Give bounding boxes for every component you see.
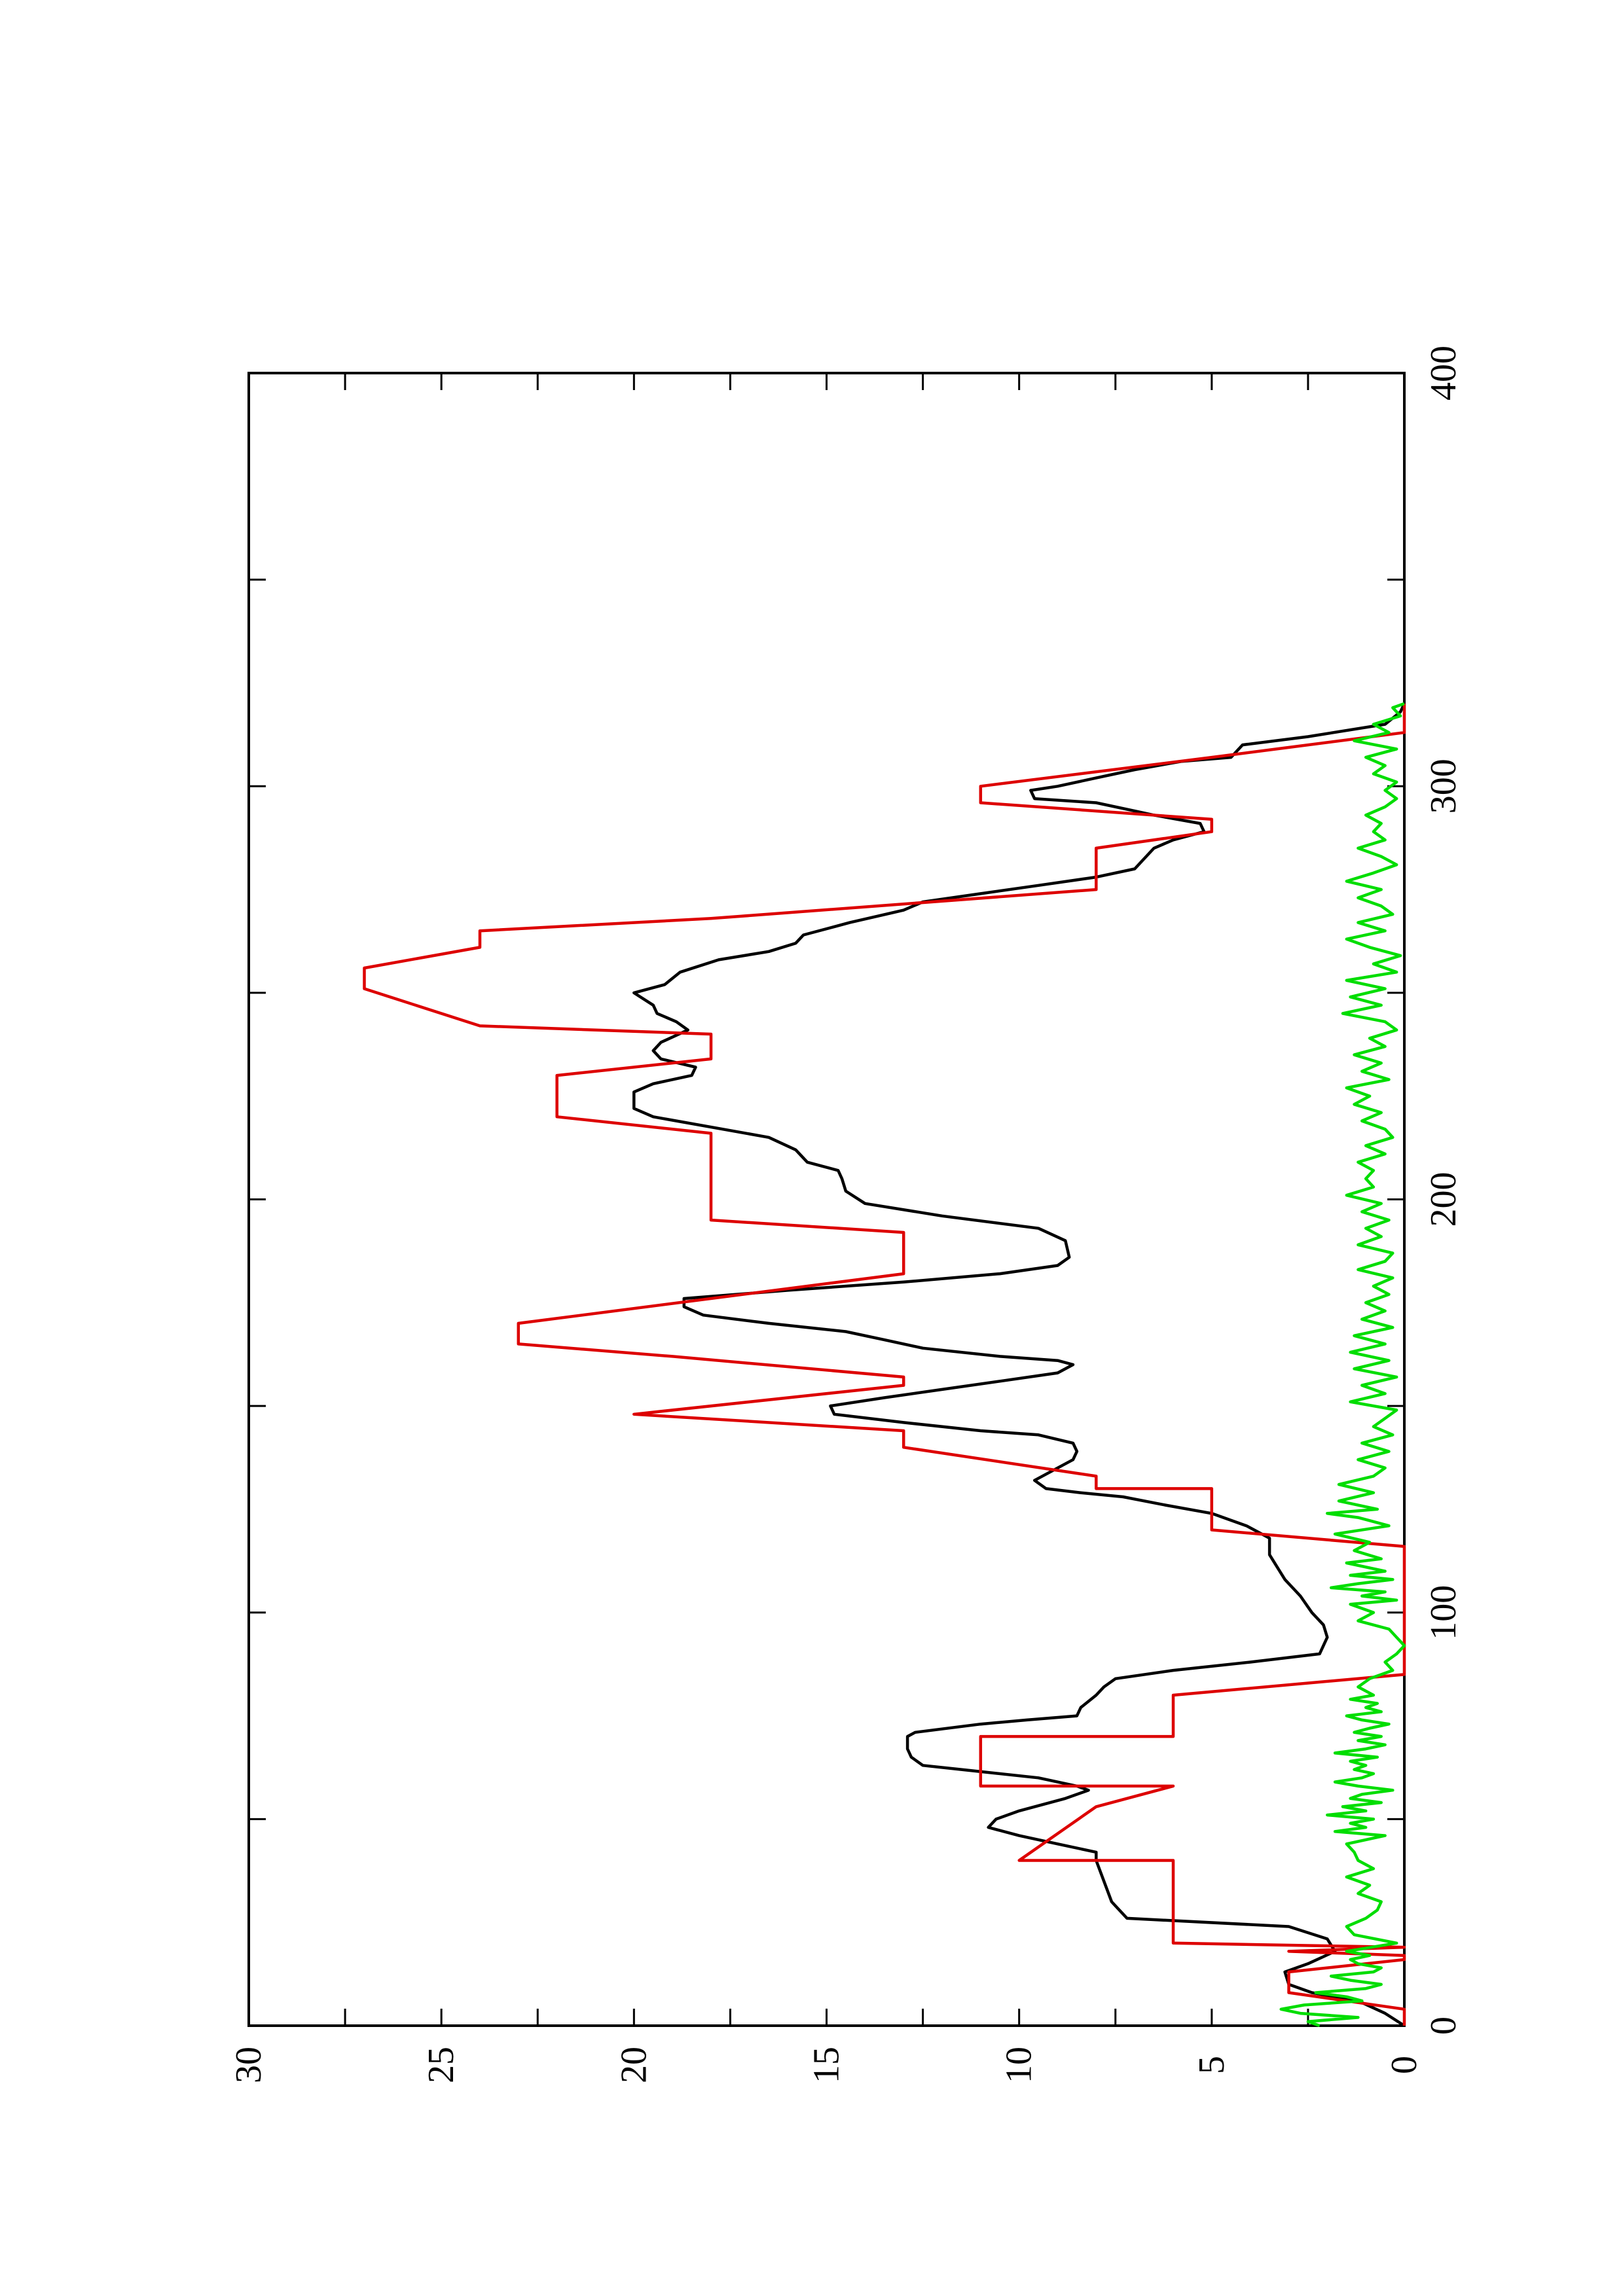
series-group <box>363 702 1406 2028</box>
x-tick-label: 300 <box>1423 759 1464 814</box>
y-tick-label: 5 <box>1192 2056 1232 2074</box>
y-tick-label: 30 <box>228 2047 269 2083</box>
x-tick-label: 400 <box>1423 346 1464 401</box>
series-line-red <box>363 704 1406 2026</box>
y-tick-label: 20 <box>613 2047 654 2083</box>
ticks-group <box>247 372 1406 2027</box>
plot-frame-group <box>247 372 1406 2027</box>
series-line-green <box>1279 702 1406 2028</box>
y-tick-label: 10 <box>999 2047 1040 2083</box>
tick-labels-group: 0 100 200 300 400 0 5 10 15 20 25 30 <box>228 346 1464 2083</box>
series-line-black <box>632 703 1406 2027</box>
y-tick-label: 15 <box>807 2047 847 2083</box>
plot-frame <box>247 372 1406 2027</box>
y-tick-label: 0 <box>1384 2056 1425 2074</box>
y-tick-label: 25 <box>421 2047 462 2083</box>
x-tick-label: 0 <box>1423 2017 1464 2035</box>
x-tick-label: 200 <box>1423 1172 1464 1227</box>
x-tick-label: 100 <box>1423 1585 1464 1640</box>
